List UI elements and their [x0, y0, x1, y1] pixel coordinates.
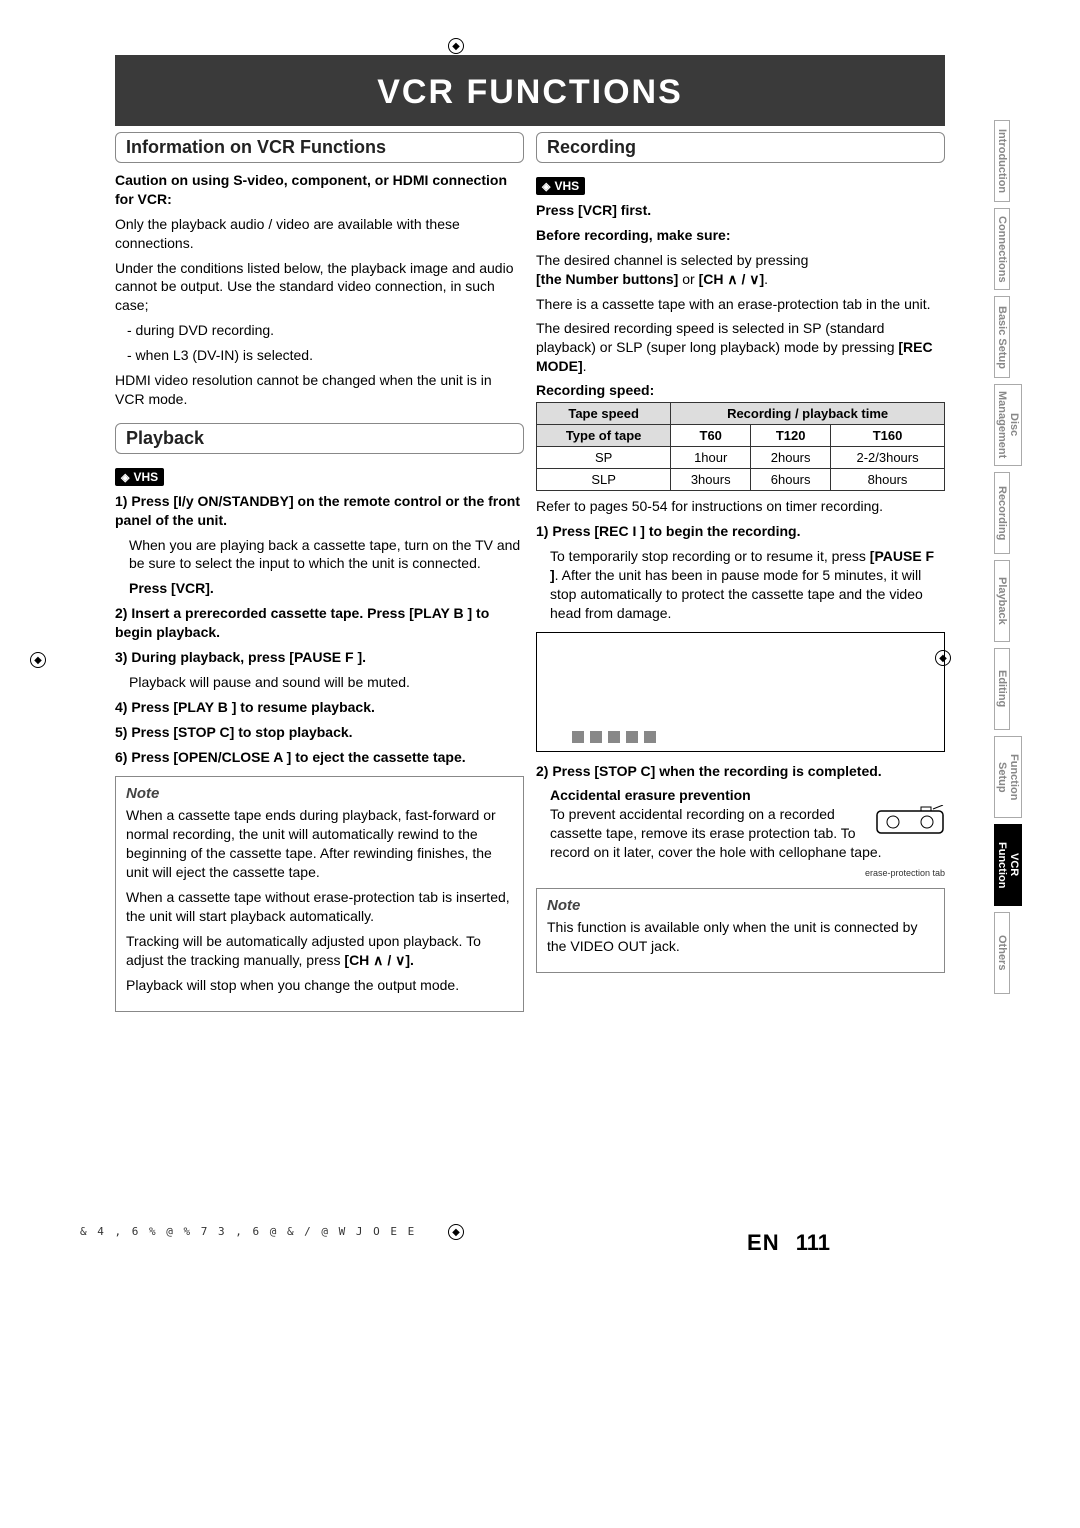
text-bold: [the Number buttons] — [536, 271, 678, 287]
table-cell: 2hours — [751, 447, 831, 469]
text-part: The desired recording speed is selected … — [536, 320, 894, 355]
crop-mark-top — [448, 38, 464, 54]
rec-press-first: Press [VCR] first. — [536, 201, 945, 220]
note-text-part: Tracking will be automatically adjusted … — [126, 933, 481, 968]
playback-step: 1) Press [I/y ON/STANDBY] on the remote … — [115, 492, 524, 530]
speed-heading: Recording speed: — [536, 382, 945, 398]
rec-text: The desired recording speed is selected … — [536, 319, 945, 376]
table-header: T160 — [831, 425, 945, 447]
table-cell: 2-2/3hours — [831, 447, 945, 469]
section-heading-info: Information on VCR Functions — [115, 132, 524, 163]
page-content: VCR FUNCTIONS Information on VCR Functio… — [115, 55, 945, 1012]
info-text: HDMI video resolution cannot be changed … — [115, 371, 524, 409]
rec-body: To temporarily stop recording or to resu… — [536, 547, 945, 623]
section-heading-recording: Recording — [536, 132, 945, 163]
right-column: Recording VHS Press [VCR] first. Before … — [536, 132, 945, 1012]
text-part: . After the unit has been in pause mode … — [550, 567, 923, 621]
side-tab[interactable]: Connections — [994, 208, 1010, 290]
table-cell: 8hours — [831, 469, 945, 491]
playback-step: 4) Press [PLAY B ] to resume playback. — [115, 698, 524, 717]
table-header: Recording / playback time — [671, 403, 945, 425]
table-header: T60 — [671, 425, 751, 447]
note-text: Playback will stop when you change the o… — [126, 976, 513, 995]
table-cell: SP — [537, 447, 671, 469]
table-cell: 1hour — [671, 447, 751, 469]
side-tab[interactable]: Disc Management — [994, 384, 1022, 466]
recording-note-box: Note This function is available only whe… — [536, 888, 945, 973]
playback-step: 6) Press [OPEN/CLOSE A ] to eject the ca… — [115, 748, 524, 767]
section-heading-playback: Playback — [115, 423, 524, 454]
info-bullet: - when L3 (DV-IN) is selected. — [115, 346, 524, 365]
rec-before-title: Before recording, make sure: — [536, 226, 945, 245]
cassette-icon — [875, 805, 945, 839]
left-column: Information on VCR Functions Caution on … — [115, 132, 524, 1012]
erase-tab-label: erase-protection tab — [550, 868, 945, 878]
side-tab[interactable]: Editing — [994, 648, 1010, 730]
table-cell: 3hours — [671, 469, 751, 491]
playback-body: When you are playing back a cassette tap… — [115, 536, 524, 574]
page-title: VCR FUNCTIONS — [115, 55, 945, 126]
rec-text: There is a cassette tape with an erase-p… — [536, 295, 945, 314]
vhs-badge-icon: VHS — [536, 177, 585, 195]
info-text: Under the conditions listed below, the p… — [115, 259, 524, 316]
caution-title: Caution on using S-video, component, or … — [115, 171, 524, 209]
side-tab[interactable]: Basic Setup — [994, 296, 1010, 378]
text-part: The desired channel is selected by press… — [536, 252, 808, 268]
rec-text: The desired channel is selected by press… — [536, 251, 945, 289]
text-part: . — [583, 358, 587, 374]
note-text: When a cassette tape without erase-prote… — [126, 888, 513, 926]
side-tab[interactable]: Playback — [994, 560, 1010, 642]
table-header: T120 — [751, 425, 831, 447]
footer-code: & 4 , 6 % @ % 7 3 , 6 @ & / @ W J O E E — [80, 1225, 416, 1238]
side-tab[interactable]: VCR Function — [994, 824, 1022, 906]
footer-lang: EN — [747, 1230, 780, 1255]
info-text: Only the playback audio / video are avai… — [115, 215, 524, 253]
table-header: Tape speed — [537, 403, 671, 425]
note-title: Note — [547, 897, 934, 914]
side-tab[interactable]: Function Setup — [994, 736, 1022, 818]
note-text: Tracking will be automatically adjusted … — [126, 932, 513, 970]
text-part: . — [764, 271, 768, 287]
crop-mark-left — [30, 652, 46, 668]
playback-body: Playback will pause and sound will be mu… — [115, 673, 524, 692]
note-text: When a cassette tape ends during playbac… — [126, 806, 513, 882]
table-cell: 6hours — [751, 469, 831, 491]
footer-page-number: 111 — [796, 1230, 830, 1255]
diagram-buttons-icon — [572, 731, 656, 743]
playback-step: 5) Press [STOP C] to stop playback. — [115, 723, 524, 742]
side-tabs: IntroductionConnectionsBasic SetupDisc M… — [994, 120, 1018, 1000]
note-text-bold: [CH ∧ / ∨]. — [344, 952, 414, 968]
text-bold: [CH ∧ / ∨] — [699, 271, 765, 287]
side-tab[interactable]: Introduction — [994, 120, 1010, 202]
rec-step: 2) Press [STOP C] when the recording is … — [536, 762, 945, 781]
vhs-badge-icon: VHS — [115, 468, 164, 486]
recording-diagram — [536, 632, 945, 752]
rec-refer: Refer to pages 50-54 for instructions on… — [536, 497, 945, 516]
table-cell: SLP — [537, 469, 671, 491]
text-part: or — [678, 271, 698, 287]
side-tab[interactable]: Others — [994, 912, 1010, 994]
playback-press: Press [VCR]. — [115, 579, 524, 598]
note-text: This function is available only when the… — [547, 918, 934, 956]
note-title: Note — [126, 785, 513, 802]
erase-title: Accidental erasure prevention — [550, 787, 945, 803]
playback-step: 3) During playback, press [PAUSE F ]. — [115, 648, 524, 667]
playback-note-box: Note When a cassette tape ends during pl… — [115, 776, 524, 1011]
info-bullet: - during DVD recording. — [115, 321, 524, 340]
rec-step: 1) Press [REC I ] to begin the recording… — [536, 522, 945, 541]
side-tab[interactable]: Recording — [994, 472, 1010, 554]
table-header: Type of tape — [537, 425, 671, 447]
speed-table: Tape speedRecording / playback timeType … — [536, 402, 945, 491]
playback-step: 2) Insert a prerecorded cassette tape. P… — [115, 604, 524, 642]
text-part: To temporarily stop recording or to resu… — [550, 548, 870, 564]
